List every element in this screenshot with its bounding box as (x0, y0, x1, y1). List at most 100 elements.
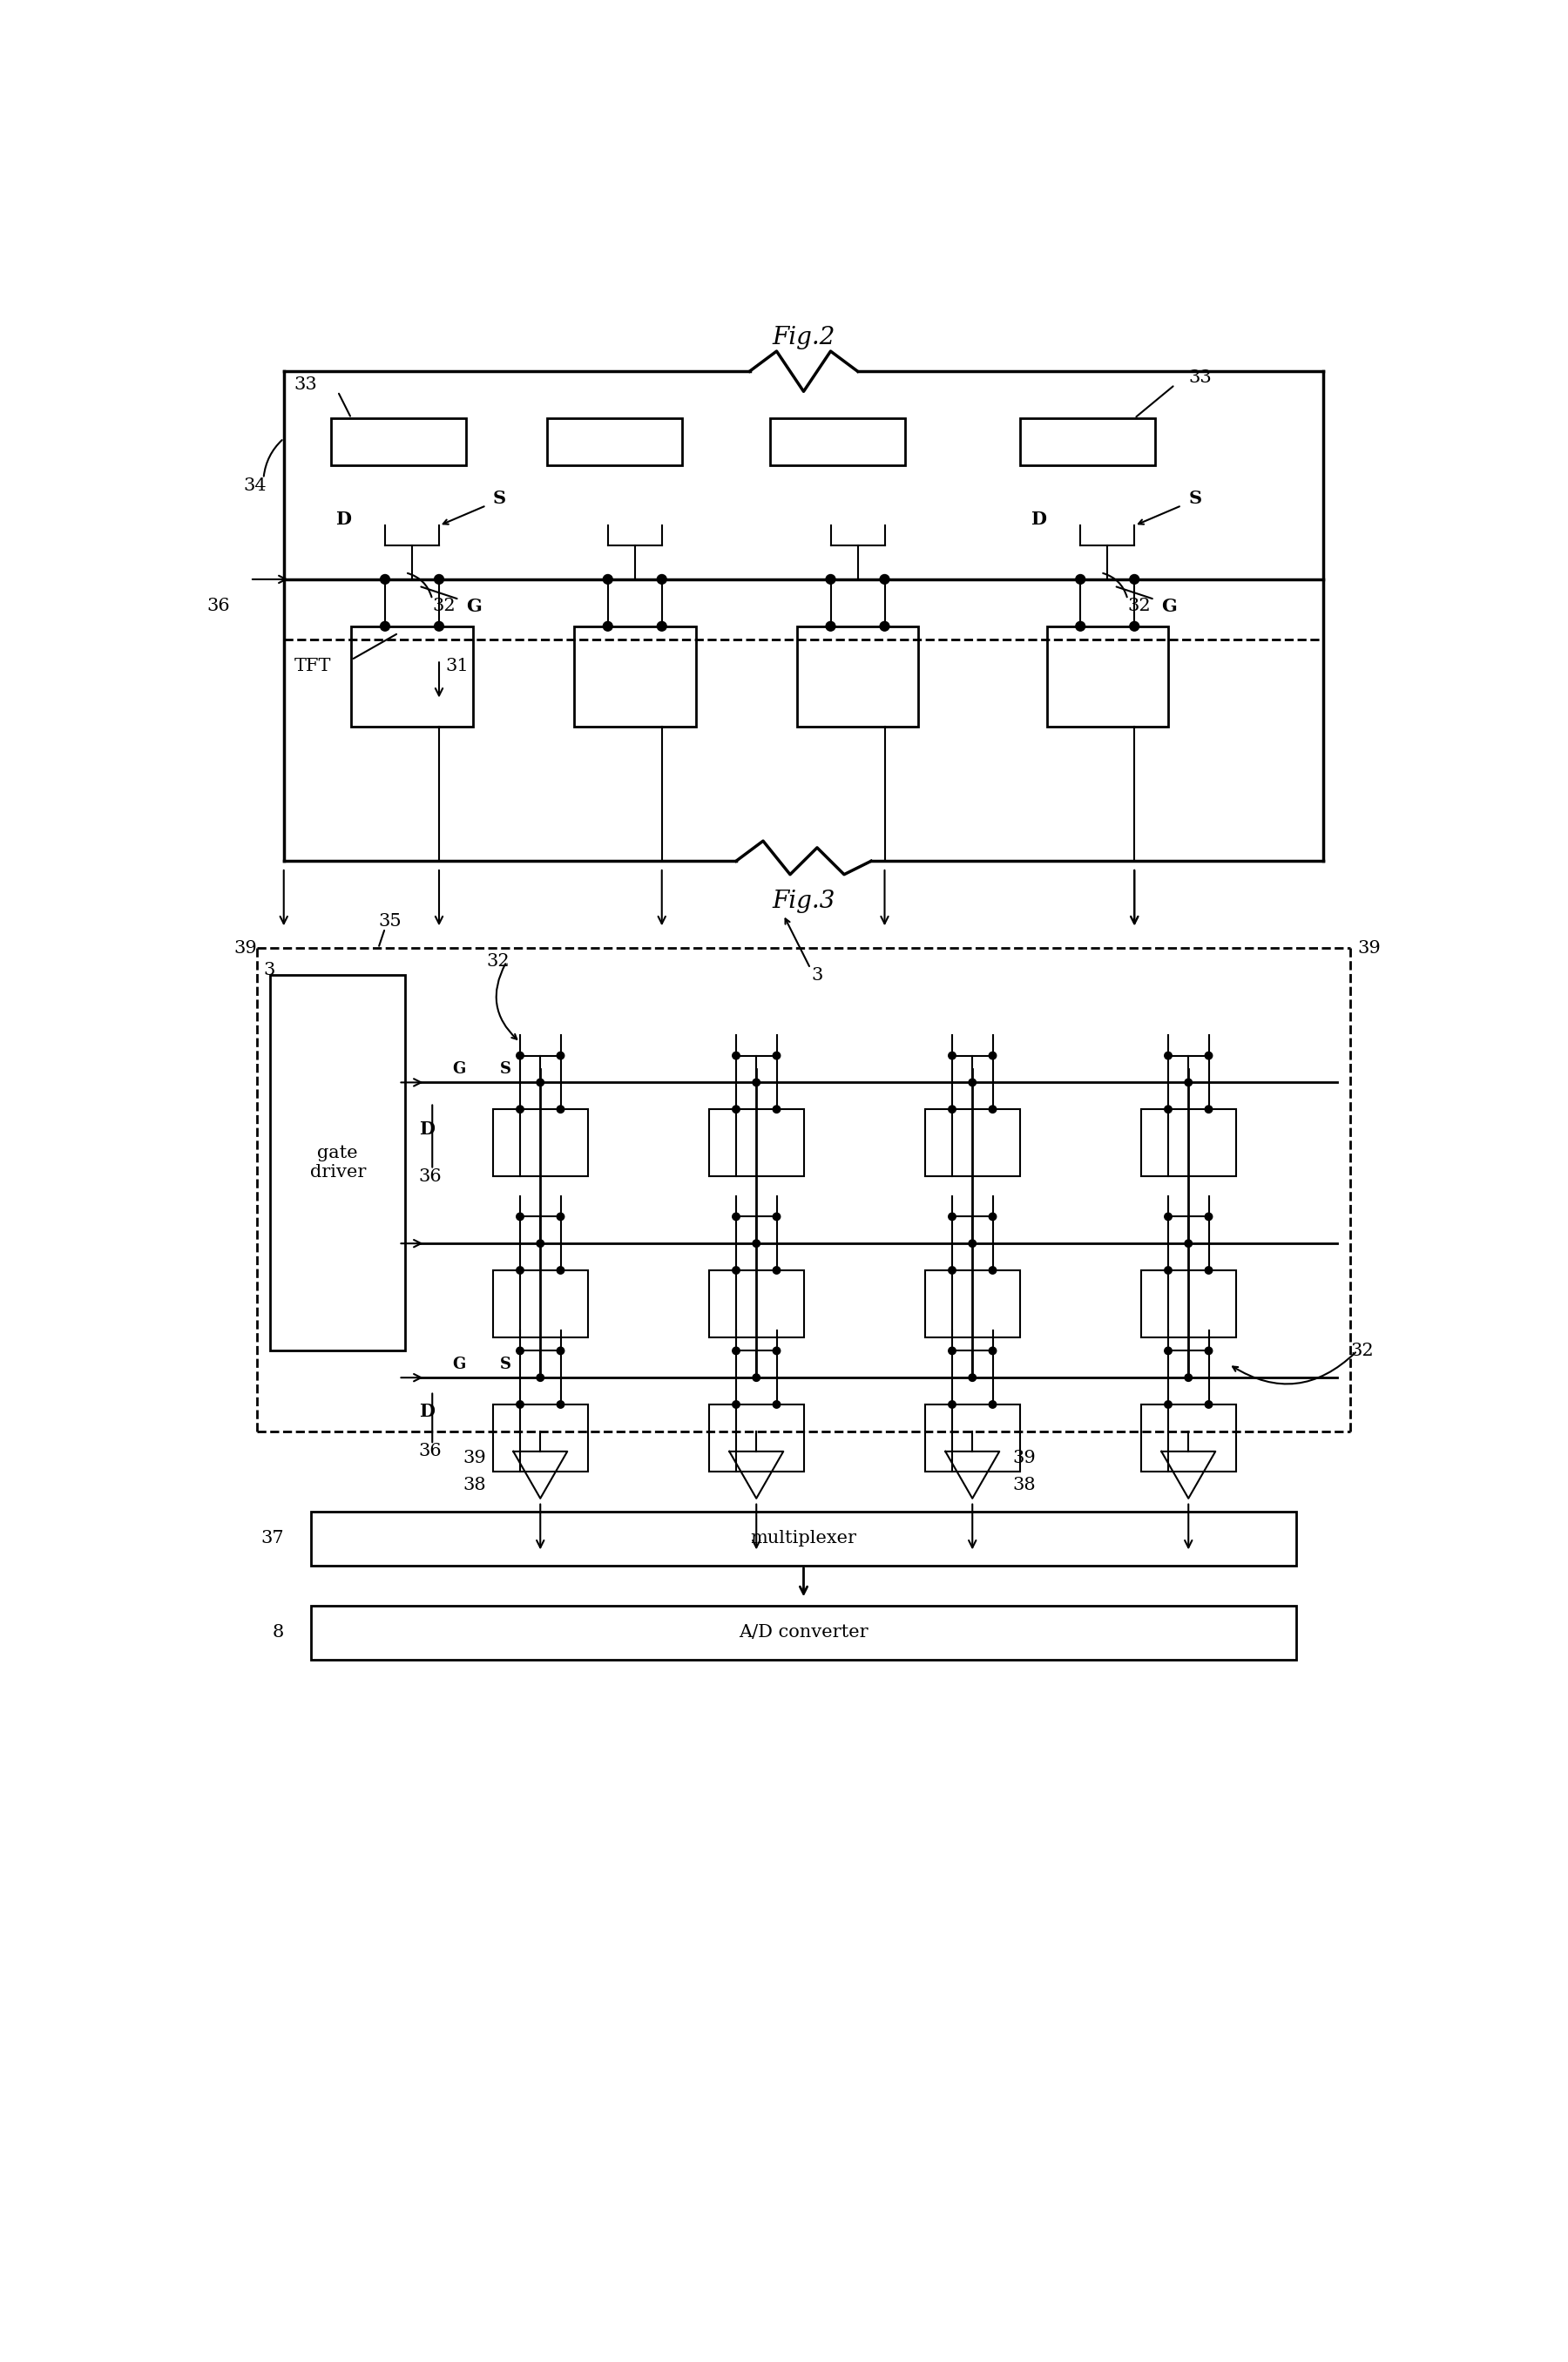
Circle shape (557, 1051, 564, 1058)
Text: S: S (500, 1356, 511, 1372)
Text: A/D converter: A/D converter (739, 1625, 869, 1642)
Bar (925, 1271, 1019, 1337)
Bar (1019, 418, 1154, 465)
Circle shape (434, 574, 444, 583)
Text: 38: 38 (1013, 1476, 1036, 1493)
Circle shape (1185, 1240, 1192, 1247)
Circle shape (557, 1266, 564, 1273)
Text: 36: 36 (419, 1169, 442, 1186)
Circle shape (773, 1214, 781, 1221)
Circle shape (1165, 1214, 1171, 1221)
Circle shape (604, 574, 613, 583)
Text: 31: 31 (445, 659, 469, 676)
Circle shape (949, 1401, 956, 1408)
Bar (547, 418, 682, 465)
Circle shape (1204, 1214, 1212, 1221)
Circle shape (969, 1375, 977, 1382)
Text: D: D (419, 1403, 434, 1420)
Circle shape (1204, 1105, 1212, 1113)
Circle shape (536, 1079, 544, 1087)
Circle shape (557, 1105, 564, 1113)
Text: 36: 36 (419, 1443, 442, 1460)
Bar (1142, 1110, 1236, 1176)
Bar (492, 1110, 588, 1176)
Text: 32: 32 (1127, 598, 1151, 614)
Bar (797, 626, 919, 727)
Text: G: G (453, 1061, 466, 1077)
Circle shape (1185, 1375, 1192, 1382)
Circle shape (536, 1240, 544, 1247)
Bar (310, 1512, 1297, 1566)
Text: TFT: TFT (295, 659, 331, 676)
Bar (925, 1110, 1019, 1176)
Text: Fig.3: Fig.3 (771, 890, 836, 914)
Circle shape (949, 1105, 956, 1113)
Text: 33: 33 (1189, 371, 1212, 387)
Circle shape (1165, 1266, 1171, 1273)
Bar (1142, 1405, 1236, 1472)
Bar (574, 626, 696, 727)
Text: D: D (1032, 510, 1047, 527)
Bar (709, 1271, 803, 1337)
Circle shape (753, 1375, 760, 1382)
Circle shape (732, 1346, 740, 1353)
Circle shape (753, 1240, 760, 1247)
Circle shape (773, 1266, 781, 1273)
Circle shape (826, 621, 836, 631)
Circle shape (1204, 1401, 1212, 1408)
Circle shape (516, 1214, 524, 1221)
Circle shape (516, 1051, 524, 1058)
Text: 39: 39 (234, 940, 257, 957)
Bar (492, 1405, 588, 1472)
Text: S: S (1189, 489, 1201, 508)
Circle shape (949, 1266, 956, 1273)
Circle shape (732, 1266, 740, 1273)
Bar (331, 418, 466, 465)
Text: 34: 34 (243, 477, 267, 494)
Circle shape (1076, 621, 1085, 631)
Circle shape (989, 1105, 996, 1113)
Bar (709, 1110, 803, 1176)
Text: G: G (1162, 598, 1178, 614)
Circle shape (1185, 1079, 1192, 1087)
Circle shape (989, 1401, 996, 1408)
Circle shape (732, 1051, 740, 1058)
Text: 39: 39 (1358, 940, 1380, 957)
Text: 36: 36 (207, 598, 230, 614)
Circle shape (1204, 1051, 1212, 1058)
Circle shape (826, 574, 836, 583)
Text: 35: 35 (378, 914, 401, 931)
Circle shape (773, 1051, 781, 1058)
Text: 32: 32 (433, 598, 455, 614)
Text: 8: 8 (273, 1625, 284, 1642)
Bar (351, 626, 474, 727)
Text: 32: 32 (486, 954, 510, 971)
Circle shape (969, 1079, 977, 1087)
Circle shape (657, 621, 666, 631)
Bar (270, 976, 405, 1351)
Circle shape (1129, 574, 1138, 583)
Circle shape (381, 574, 390, 583)
Circle shape (516, 1401, 524, 1408)
Text: S: S (500, 1061, 511, 1077)
Circle shape (1204, 1346, 1212, 1353)
Circle shape (1165, 1051, 1171, 1058)
Text: multiplexer: multiplexer (751, 1531, 856, 1547)
Bar (709, 1405, 803, 1472)
Text: S: S (492, 489, 506, 508)
Circle shape (989, 1346, 996, 1353)
Text: 39: 39 (1013, 1450, 1036, 1467)
Text: 38: 38 (463, 1476, 486, 1493)
Circle shape (1204, 1266, 1212, 1273)
Bar (492, 1271, 588, 1337)
Text: 32: 32 (1350, 1342, 1374, 1358)
Circle shape (1076, 574, 1085, 583)
Circle shape (381, 621, 390, 631)
Circle shape (1165, 1105, 1171, 1113)
Text: G: G (453, 1356, 466, 1372)
Circle shape (949, 1051, 956, 1058)
Bar (925, 1405, 1019, 1472)
Text: 37: 37 (260, 1531, 284, 1547)
Circle shape (949, 1346, 956, 1353)
Circle shape (516, 1266, 524, 1273)
